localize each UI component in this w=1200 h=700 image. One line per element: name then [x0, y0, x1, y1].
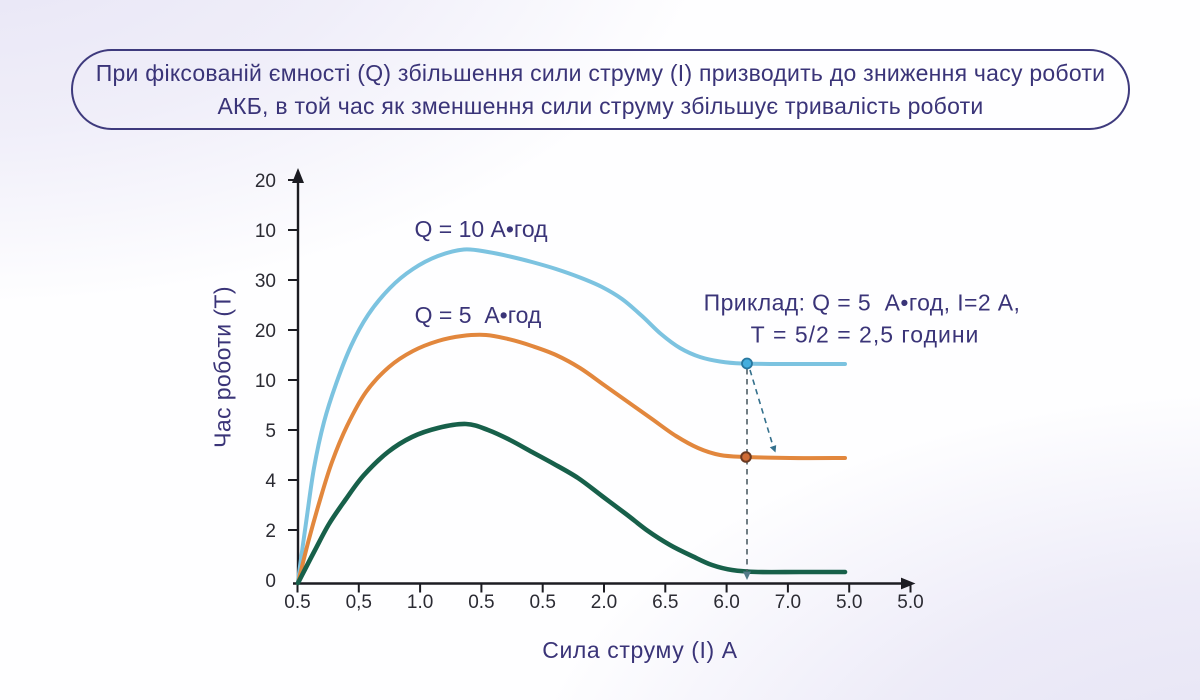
svg-text:5.0: 5.0 [897, 592, 923, 613]
svg-text:20: 20 [255, 321, 276, 342]
svg-text:6.5: 6.5 [652, 592, 678, 613]
svg-text:Q = 10 А•год: Q = 10 А•год [414, 216, 548, 242]
svg-text:2: 2 [265, 521, 276, 542]
svg-text:5: 5 [265, 421, 276, 442]
svg-text:0.5: 0.5 [529, 592, 555, 613]
svg-text:Т = 5/2 = 2,5 години: Т = 5/2 = 2,5 години [751, 322, 980, 348]
svg-text:10: 10 [255, 221, 276, 242]
svg-text:Q = 5 А•год: Q = 5 А•год [415, 302, 542, 328]
svg-text:0.5: 0.5 [468, 592, 494, 613]
svg-text:0,5: 0,5 [346, 592, 372, 613]
svg-text:Сила струму (I) А: Сила струму (I) А [542, 637, 738, 663]
svg-text:10: 10 [255, 371, 276, 392]
svg-text:Час роботи (Т): Час роботи (Т) [210, 286, 236, 448]
svg-text:30: 30 [255, 271, 276, 292]
svg-text:0.5: 0.5 [284, 592, 310, 613]
svg-text:5.0: 5.0 [836, 592, 862, 613]
svg-text:4: 4 [265, 471, 276, 492]
svg-text:0: 0 [265, 571, 276, 592]
svg-text:20: 20 [255, 171, 276, 192]
svg-text:6.0: 6.0 [713, 592, 739, 613]
svg-text:2.0: 2.0 [591, 592, 617, 613]
svg-text:Приклад: Q = 5 А•год, I=2 А,: Приклад: Q = 5 А•год, I=2 А, [704, 290, 1021, 316]
svg-text:7.0: 7.0 [775, 592, 801, 613]
svg-text:1.0: 1.0 [407, 592, 433, 613]
